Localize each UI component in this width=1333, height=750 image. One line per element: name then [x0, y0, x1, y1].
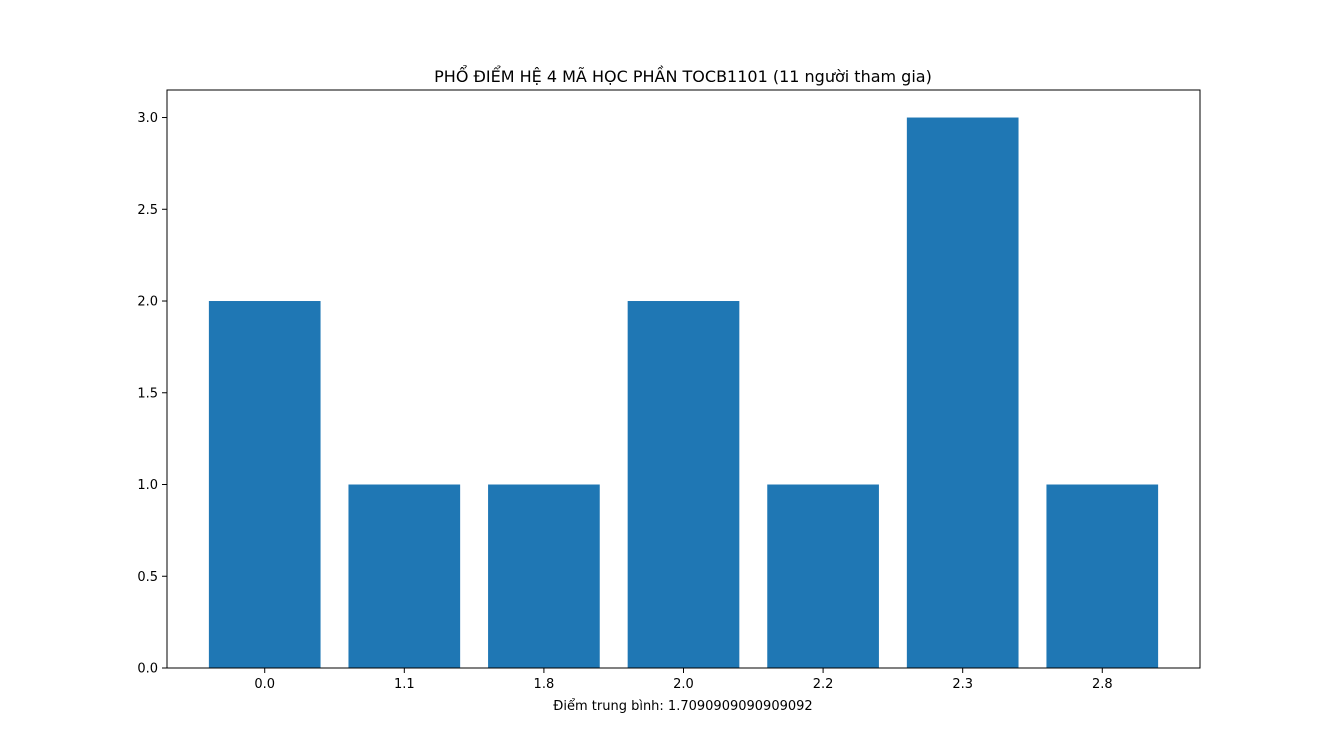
- x-tick-label: 2.2: [813, 677, 834, 692]
- y-tick-label: 3.0: [137, 111, 158, 126]
- bar-2.8: [1046, 484, 1159, 668]
- bar-1.1: [348, 484, 461, 668]
- bar-1.8: [488, 484, 600, 668]
- x-tick-label: 0.0: [254, 677, 275, 692]
- bar-2.0: [627, 301, 740, 668]
- y-tick-label: 2.5: [137, 203, 158, 218]
- bar-2.2: [767, 484, 879, 668]
- y-tick-label: 2.0: [137, 295, 158, 310]
- bars-group: [208, 117, 1159, 669]
- x-axis-label: Điểm trung bình: 1.7090909090909092: [553, 699, 812, 714]
- x-tick-label: 2.0: [673, 677, 694, 692]
- x-tick-label: 2.8: [1092, 677, 1113, 692]
- bar-0.0: [208, 301, 321, 668]
- y-tick-label: 1.0: [137, 478, 158, 493]
- chart-title: PHỔ ĐIỂM HỆ 4 MÃ HỌC PHẦN TOCB1101 (11 n…: [434, 65, 932, 86]
- plot-frame: [166, 89, 1201, 669]
- y-tick-label: 0.0: [137, 662, 158, 677]
- y-tick-label: 1.5: [137, 386, 158, 401]
- x-tick-label: 2.3: [952, 677, 973, 692]
- y-tick-label: 0.5: [137, 570, 158, 585]
- y-axis: 0.0 0.5 1.0 1.5 2.0 2.5 3.0: [137, 111, 167, 677]
- bar-2.3: [906, 117, 1019, 669]
- x-axis: 0.0 1.1 1.8 2.0 2.2 2.3 2.8: [254, 668, 1113, 692]
- x-tick-label: 1.1: [394, 677, 415, 692]
- x-tick-label: 1.8: [534, 677, 555, 692]
